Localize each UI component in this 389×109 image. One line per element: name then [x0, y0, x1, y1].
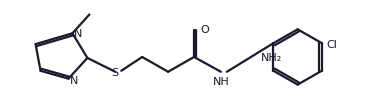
Text: N: N — [74, 29, 82, 39]
Text: Cl: Cl — [327, 40, 338, 50]
Text: NH: NH — [212, 77, 229, 87]
Text: S: S — [112, 68, 119, 78]
Text: N: N — [70, 76, 78, 86]
Text: O: O — [200, 25, 209, 35]
Text: NH₂: NH₂ — [261, 53, 282, 63]
